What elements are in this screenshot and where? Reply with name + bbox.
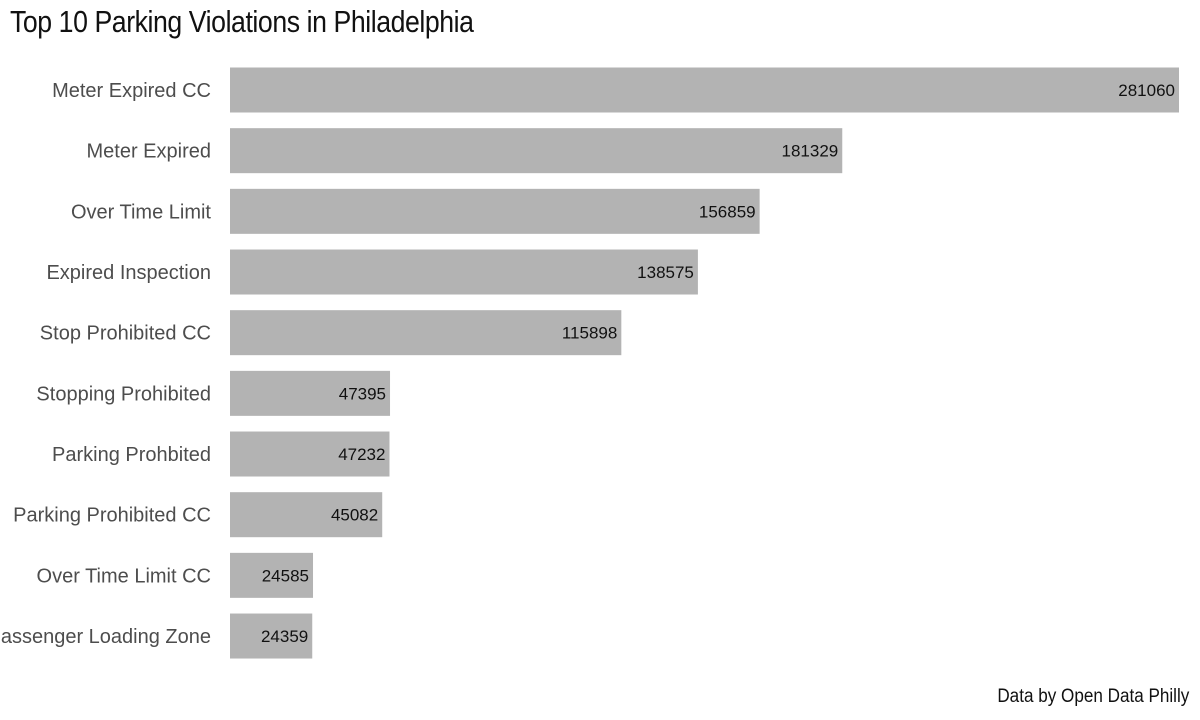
category-label: Parking Prohbited xyxy=(52,444,211,466)
category-label: Over Time Limit xyxy=(71,201,211,223)
value-label: 24585 xyxy=(262,566,309,585)
category-label: Meter Expired xyxy=(87,141,212,163)
bar xyxy=(230,310,622,356)
value-label: 138575 xyxy=(637,263,694,282)
chart-title: Top 10 Parking Violations in Philadelphi… xyxy=(10,4,474,39)
value-labels-layer: 281060 181329 156859 138575 115898 47395 47232… xyxy=(261,81,1175,646)
bar xyxy=(230,431,390,477)
bars-layer xyxy=(230,67,1179,659)
category-label: Over Time Limit CC xyxy=(37,565,211,587)
value-label: 47395 xyxy=(339,384,386,403)
bar xyxy=(230,613,313,659)
category-labels-layer: Meter Expired CC Meter Expired Over Time L… xyxy=(0,80,211,648)
value-label: 45082 xyxy=(331,506,378,525)
category-label: Meter Expired CC xyxy=(52,80,211,102)
bar xyxy=(230,552,314,598)
category-label: Stopping Prohibited xyxy=(36,383,211,405)
category-label: Parking Prohibited CC xyxy=(13,505,211,527)
category-label: Stop Prohibited CC xyxy=(40,323,211,345)
value-label: 24359 xyxy=(261,627,308,646)
bar xyxy=(230,128,843,174)
bar xyxy=(230,492,383,538)
value-label: 156859 xyxy=(699,202,756,221)
chart-caption: Data by Open Data Philly xyxy=(996,686,1189,707)
category-label: Expired Inspection xyxy=(46,262,211,284)
bar xyxy=(230,370,391,416)
value-label: 181329 xyxy=(782,142,839,161)
value-label: 281060 xyxy=(1118,81,1175,100)
value-label: 47232 xyxy=(338,445,385,464)
bar xyxy=(230,188,760,234)
value-label: 115898 xyxy=(562,324,617,343)
bar xyxy=(230,67,1179,113)
category-label: Passenger Loading Zone xyxy=(0,626,211,648)
bar xyxy=(230,249,698,295)
